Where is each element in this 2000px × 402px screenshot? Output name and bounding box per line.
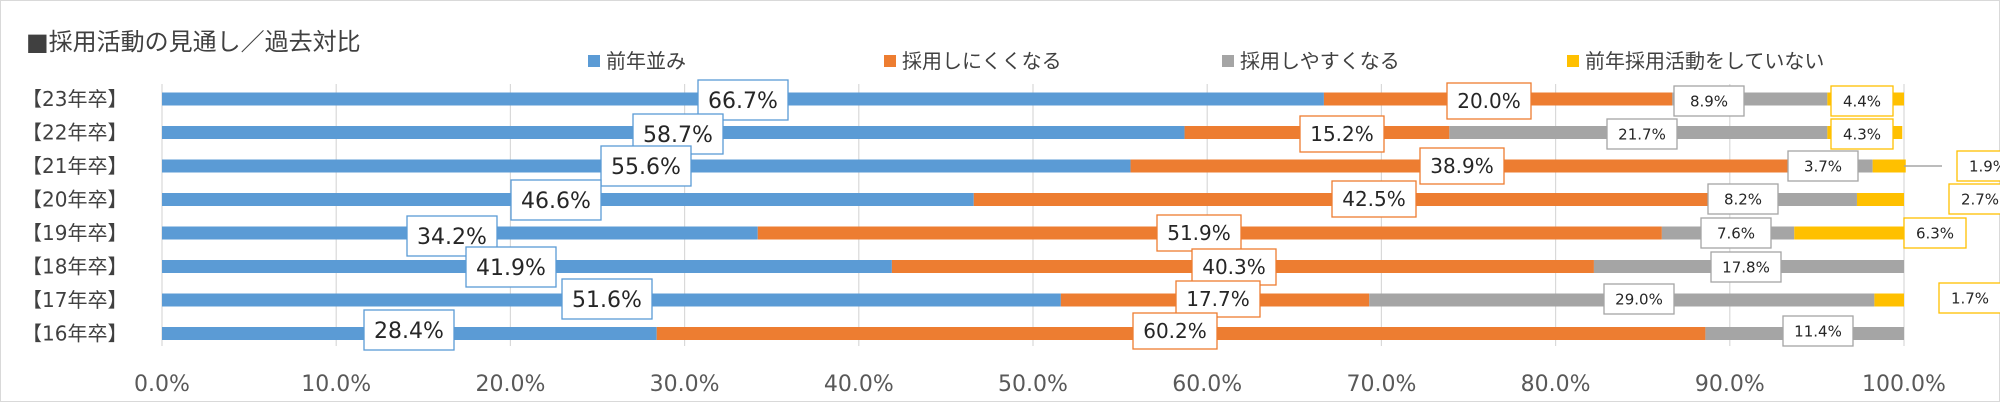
data-label-box <box>1419 147 1505 185</box>
data-label-box <box>1710 251 1782 283</box>
data-label: 4.3% <box>1843 125 1881 143</box>
data-label-box <box>1956 150 2000 182</box>
data-label: 3.7% <box>1804 157 1842 175</box>
data-label: 55.6% <box>611 155 681 180</box>
data-label-box <box>1446 82 1532 120</box>
data-labels: 66.7% 58.7% 55.6% 46.6% 34.2% 41.9% 51.6% 28.4%… <box>363 79 2000 351</box>
category-labels: 【23年卒】【22年卒】【21年卒】【20年卒】【19年卒】【18年卒】【17年… <box>22 87 127 346</box>
legend-swatch-2 <box>884 55 896 67</box>
legend-label-4: 前年採用活動をしていない <box>1585 49 1824 73</box>
x-tick-label: 50.0% <box>998 372 1068 397</box>
data-label: 11.4% <box>1794 322 1842 340</box>
data-label: 15.2% <box>1310 122 1374 146</box>
data-label-box <box>465 246 557 288</box>
data-label-box <box>561 278 653 320</box>
data-label: 7.6% <box>1717 224 1755 242</box>
category-label: 【18年卒】 <box>22 255 127 279</box>
bar-segment-s4 <box>1872 159 1906 173</box>
data-label: 17.8% <box>1722 258 1770 276</box>
data-label-box <box>1707 183 1779 215</box>
x-tick-label: 10.0% <box>301 372 371 397</box>
data-label: 51.6% <box>572 288 642 313</box>
category-label: 【22年卒】 <box>22 121 127 145</box>
legend: 前年並み 採用しにくくなる 採用しやすくなる 前年採用活動をしていない <box>588 49 1824 73</box>
data-label: 8.9% <box>1690 92 1728 110</box>
data-label-box <box>510 179 602 221</box>
bar-segment-s4 <box>1794 226 1904 240</box>
data-label-box <box>1787 150 1859 182</box>
data-label: 4.4% <box>1843 92 1881 110</box>
data-label-box <box>363 309 455 351</box>
bar-segment-s4 <box>1874 293 1904 307</box>
category-label: 【21年卒】 <box>22 154 127 178</box>
data-label: 20.0% <box>1457 89 1521 113</box>
data-label: 42.5% <box>1342 187 1406 211</box>
legend-label-3: 採用しやすくなる <box>1240 49 1400 73</box>
legend-label-1: 前年並み <box>606 49 686 73</box>
x-tick-label: 80.0% <box>1521 372 1591 397</box>
data-label: 51.9% <box>1167 221 1231 245</box>
data-label: 17.7% <box>1186 287 1250 311</box>
data-label-box <box>1938 282 2000 314</box>
data-label-box <box>1948 183 2000 215</box>
x-tick-label: 40.0% <box>824 372 894 397</box>
bar-segment-s4 <box>1856 193 1904 206</box>
data-label: 60.2% <box>1143 319 1207 343</box>
data-label: 28.4% <box>374 319 444 344</box>
data-label-box <box>1331 180 1417 218</box>
x-tick-label: 90.0% <box>1695 372 1765 397</box>
data-label: 41.9% <box>476 256 546 281</box>
data-label-box <box>1191 248 1277 286</box>
legend-swatch-1 <box>588 55 600 67</box>
data-label: 1.9% <box>1969 157 2000 175</box>
data-label-box <box>600 145 692 187</box>
data-label-box <box>1673 85 1745 117</box>
data-label: 29.0% <box>1615 290 1663 308</box>
data-label-box <box>697 79 789 121</box>
data-label: 46.6% <box>521 189 591 214</box>
category-label: 【20年卒】 <box>22 188 127 212</box>
data-label-box <box>1782 315 1854 347</box>
data-label-box <box>1603 283 1675 315</box>
x-tick-label: 0.0% <box>134 372 190 397</box>
data-label-box <box>1830 118 1894 150</box>
x-tick-label: 100.0% <box>1862 372 1946 397</box>
data-label-box <box>1156 214 1242 252</box>
data-label: 58.7% <box>643 123 713 148</box>
x-tick-label: 30.0% <box>650 372 720 397</box>
data-label-box <box>1175 280 1261 318</box>
x-tick-label: 60.0% <box>1172 372 1242 397</box>
data-label: 21.7% <box>1618 125 1666 143</box>
x-axis-ticks: 0.0% 10.0% 20.0% 30.0% 40.0% 50.0% 60.0% 70.0% 8… <box>134 372 1946 397</box>
data-label-box <box>1606 118 1678 150</box>
x-tick-label: 70.0% <box>1346 372 1416 397</box>
legend-label-2: 採用しにくくなる <box>902 49 1062 73</box>
data-label: 38.9% <box>1430 154 1494 178</box>
data-label: 40.3% <box>1202 255 1266 279</box>
data-label: 6.3% <box>1916 224 1954 242</box>
data-label-box <box>1830 85 1894 117</box>
data-label-box <box>1132 312 1218 350</box>
category-label: 【16年卒】 <box>22 322 127 346</box>
data-label: 8.2% <box>1724 190 1762 208</box>
x-tick-label: 20.0% <box>475 372 545 397</box>
data-label: 1.7% <box>1951 289 1989 307</box>
legend-swatch-4 <box>1567 55 1579 67</box>
data-label: 66.7% <box>708 89 778 114</box>
data-label-box <box>1903 217 1967 249</box>
data-label-box <box>1700 217 1772 249</box>
category-label: 【17年卒】 <box>22 288 127 312</box>
category-label: 【19年卒】 <box>22 221 127 245</box>
data-label-box <box>1299 115 1385 153</box>
chart-title: ■採用活動の見通し／過去対比 <box>26 28 361 56</box>
data-label: 34.2% <box>417 225 487 250</box>
category-label: 【23年卒】 <box>22 87 127 111</box>
legend-swatch-3 <box>1222 55 1234 67</box>
data-label: 2.7% <box>1961 190 1999 208</box>
